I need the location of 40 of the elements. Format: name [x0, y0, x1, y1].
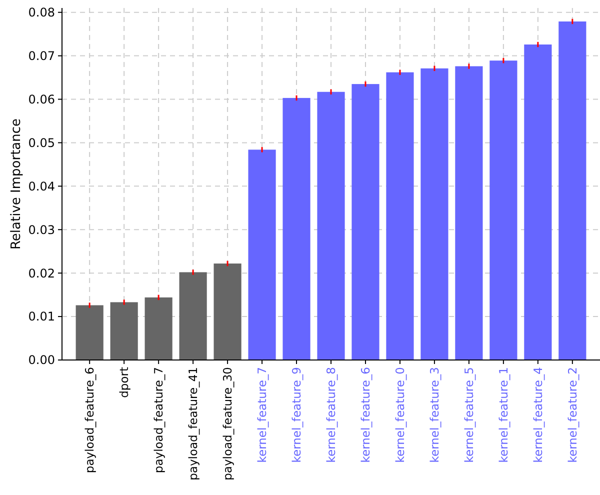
x-tick-label: kernel_feature_2	[565, 367, 580, 463]
x-tick-label: kernel_feature_6	[358, 367, 373, 463]
bar	[420, 68, 448, 360]
bar	[386, 72, 414, 360]
bar	[144, 297, 172, 360]
x-tick-label: kernel_feature_9	[290, 367, 304, 463]
y-tick-label: 0.08	[28, 6, 55, 20]
bar	[490, 60, 518, 360]
x-tick-label: kernel_feature_4	[530, 367, 545, 463]
x-tick-label: payload_feature_30	[220, 367, 235, 480]
x-tick-label: payload_feature_41	[186, 367, 200, 480]
bar	[248, 150, 276, 360]
x-tick-label: kernel_feature_5	[462, 367, 476, 463]
x-tick-label: kernel_feature_8	[324, 367, 338, 463]
y-tick-label: 0.05	[28, 136, 55, 150]
bar	[110, 302, 138, 360]
y-tick-label: 0.00	[28, 353, 55, 368]
y-tick-label: 0.02	[28, 266, 55, 280]
bar	[558, 21, 586, 360]
x-tick-label: kernel_feature_0	[393, 367, 407, 463]
bar	[179, 272, 207, 360]
bar	[282, 98, 310, 360]
bar	[455, 66, 483, 360]
bar	[524, 44, 552, 360]
bar	[76, 305, 104, 360]
bar	[352, 84, 380, 360]
bar	[317, 92, 345, 360]
x-tick-label: dport	[117, 366, 132, 398]
x-tick-label: kernel_feature_1	[496, 367, 510, 463]
y-tick-label: 0.01	[28, 310, 55, 324]
y-tick-label: 0.06	[28, 92, 55, 106]
x-tick-label: payload_feature_7	[152, 367, 166, 474]
y-tick-label: 0.04	[28, 179, 55, 194]
x-tick-label: kernel_feature_3	[427, 367, 442, 463]
y-axis-title: Relative Importance	[9, 118, 24, 250]
x-tick-label: payload_feature_6	[82, 367, 97, 474]
x-tick-label: kernel_feature_7	[255, 367, 270, 463]
y-tick-label: 0.03	[28, 222, 55, 237]
y-tick-label: 0.07	[28, 49, 55, 63]
bar	[214, 264, 242, 360]
